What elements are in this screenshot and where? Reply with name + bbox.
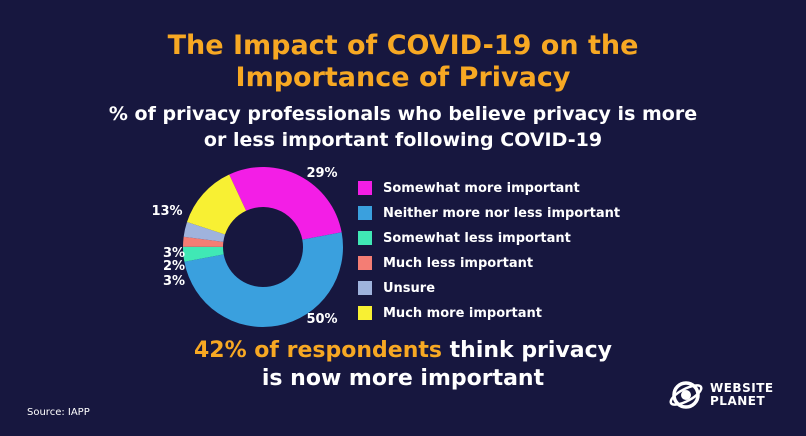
headline: 42% of respondents think privacy is now … bbox=[0, 337, 806, 393]
chart-title-line2: Importance of Privacy bbox=[235, 62, 571, 93]
chart-title: The Impact of COVID-19 on the Importance… bbox=[0, 30, 806, 94]
donut-slice bbox=[229, 166, 342, 240]
legend-item: Unsure bbox=[358, 279, 598, 297]
legend-swatch bbox=[358, 206, 372, 220]
chart-legend: Somewhat more important Neither more nor … bbox=[358, 179, 620, 329]
legend-item: Somewhat more important bbox=[358, 179, 598, 197]
headline-line1: 42% of respondents think privacy bbox=[0, 337, 806, 365]
donut-slice bbox=[184, 232, 344, 328]
chart-subtitle-line2: or less important following COVID-19 bbox=[203, 129, 603, 151]
legend-swatch bbox=[358, 231, 372, 245]
legend-label: Somewhat more important bbox=[383, 180, 580, 196]
brand-logo: WEBSITE PLANET bbox=[668, 377, 774, 413]
legend-label: Somewhat less important bbox=[383, 230, 571, 246]
chart-title-line1: The Impact of COVID-19 on the bbox=[167, 30, 639, 61]
slice-value-label: 3% bbox=[163, 274, 185, 289]
donut-slice bbox=[183, 222, 226, 242]
brand-name-line2: PLANET bbox=[710, 394, 766, 408]
headline-line1-rest: think privacy bbox=[449, 338, 613, 363]
legend-label: Much less important bbox=[383, 255, 534, 271]
legend-swatch bbox=[358, 306, 372, 320]
legend-label: Unsure bbox=[383, 280, 436, 296]
slice-value-label: 13% bbox=[151, 204, 182, 219]
legend-label: Much more important bbox=[383, 305, 543, 321]
chart-subtitle-line1: % of privacy professionals who believe p… bbox=[108, 103, 698, 125]
donut-slice bbox=[187, 174, 247, 235]
slice-value-label: 29% bbox=[306, 166, 337, 181]
headline-line2: is now more important bbox=[261, 366, 545, 391]
slice-value-label: 3% bbox=[163, 246, 185, 261]
source-note: Source: IAPP bbox=[27, 407, 90, 418]
chart-subtitle: % of privacy professionals who believe p… bbox=[0, 101, 806, 153]
slice-value-label: 2% bbox=[163, 259, 185, 274]
legend-item: Much less important bbox=[358, 254, 598, 272]
donut-slice bbox=[183, 236, 224, 247]
legend-swatch bbox=[358, 256, 372, 270]
brand-name: WEBSITE PLANET bbox=[710, 382, 774, 408]
legend-item: Somewhat less important bbox=[358, 229, 598, 247]
legend-item: Neither more nor less important bbox=[358, 204, 620, 222]
donut-slice bbox=[183, 246, 224, 262]
legend-swatch bbox=[358, 281, 372, 295]
legend-swatch bbox=[358, 181, 372, 195]
legend-label: Neither more nor less important bbox=[383, 205, 621, 221]
planet-icon bbox=[669, 381, 703, 409]
slice-value-label: 50% bbox=[306, 312, 337, 327]
brand-name-line1: WEBSITE bbox=[710, 381, 774, 395]
legend-item: Much more important bbox=[358, 304, 598, 322]
headline-highlight: 42% of respondents bbox=[193, 338, 442, 363]
